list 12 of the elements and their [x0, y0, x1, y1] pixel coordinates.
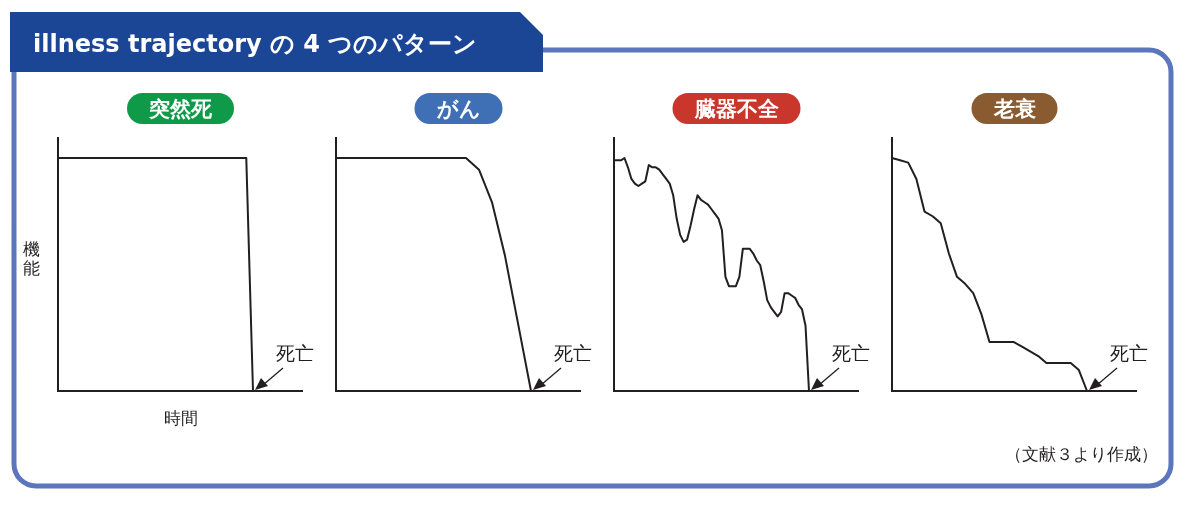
text: 死亡: [832, 342, 870, 364]
text: （文献３より作成）: [1005, 444, 1158, 464]
chart-subtitle: がん: [435, 97, 481, 121]
text: 死亡: [554, 342, 592, 364]
text: 死亡: [276, 342, 314, 364]
chart-subtitle: 臓器不全: [693, 97, 780, 121]
y-axis-title: 機能: [22, 239, 40, 278]
chart-subtitle: 突然死: [148, 97, 213, 121]
text: 死亡: [1110, 342, 1148, 364]
chart-title: illness trajectory の 4 つのパターン: [33, 30, 478, 58]
x-axis-title: 時間: [163, 408, 198, 428]
chart-subtitle: 老衰: [992, 97, 1036, 121]
